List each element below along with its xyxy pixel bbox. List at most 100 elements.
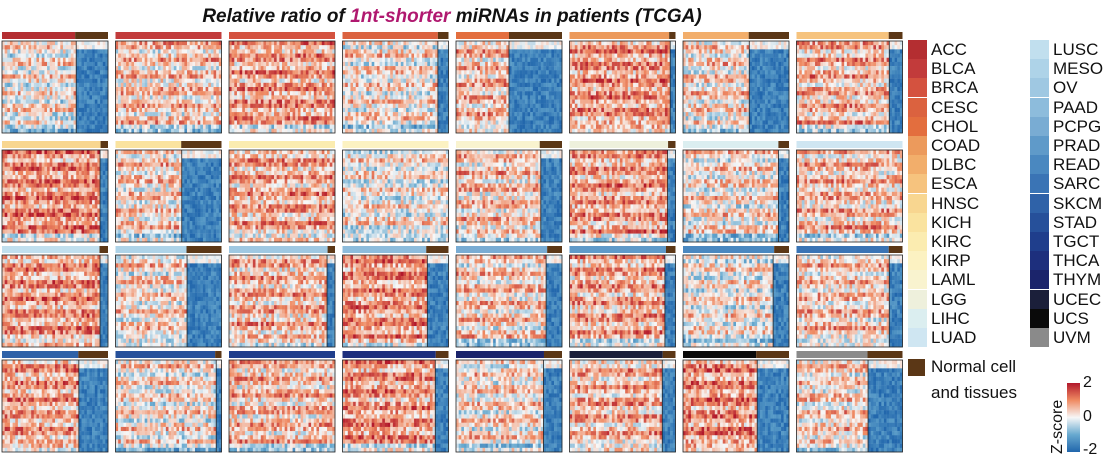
heatmap-cell	[577, 87, 581, 92]
heatmap-cell	[646, 91, 650, 96]
heatmap-cell	[160, 120, 164, 125]
heatmap-cell	[485, 78, 488, 84]
heatmap-cell	[144, 41, 148, 46]
heatmap-cell	[234, 74, 238, 79]
heatmap-cell	[311, 120, 314, 125]
heatmap-cell	[662, 53, 666, 58]
heatmap-cell	[36, 124, 40, 130]
heatmap-cell	[363, 61, 367, 67]
heatmap-cell	[284, 112, 288, 117]
chart-title: Relative ratio of 1nt-shorter miRNAs in …	[0, 6, 904, 28]
heatmap-cell	[195, 49, 198, 54]
heatmap-cell	[287, 74, 291, 79]
heatmap-cell	[47, 91, 50, 96]
heatmap-cell	[25, 87, 29, 92]
heatmap-cell	[414, 116, 417, 121]
heatmap-cell	[20, 78, 24, 84]
heatmap-cell	[131, 49, 135, 54]
heatmap-cell	[131, 74, 135, 79]
heatmap-cell	[89, 120, 93, 125]
heatmap-cell	[582, 66, 586, 71]
heatmap-cell	[487, 120, 491, 125]
heatmap-cell	[250, 107, 254, 113]
heatmap-cell	[200, 78, 204, 84]
heatmap-cell	[498, 91, 502, 96]
heatmap-cell	[443, 95, 447, 100]
heatmap-cell	[55, 128, 58, 134]
heatmap-cell	[498, 61, 502, 67]
heatmap-cell	[390, 120, 394, 125]
heatmap-cell	[62, 49, 66, 54]
heatmap-cell	[147, 91, 151, 96]
heatmap-cell	[118, 70, 121, 75]
heatmap-cell	[654, 53, 658, 58]
heatmap-cell	[195, 91, 198, 96]
heatmap-cell	[485, 116, 488, 121]
heatmap-cell	[358, 103, 362, 109]
heatmap-cell	[4, 53, 8, 58]
heatmap-cell	[102, 78, 106, 84]
heatmap-cell	[55, 82, 58, 88]
heatmap-cell	[308, 99, 312, 104]
heatmap-cell	[62, 103, 66, 109]
heatmap-cell	[23, 82, 27, 88]
heatmap-cell	[311, 61, 314, 67]
heatmap-cell	[192, 128, 196, 134]
heatmap-cell	[94, 53, 98, 58]
heatmap-cell	[319, 57, 322, 63]
heatmap-cell	[62, 91, 66, 96]
heatmap-cell	[9, 49, 13, 54]
heatmap-cell	[94, 95, 98, 100]
heatmap-cell	[353, 57, 356, 63]
heatmap-cell	[398, 107, 401, 113]
heatmap-cell	[514, 61, 518, 67]
heatmap-cell	[279, 82, 283, 88]
heatmap-cell	[205, 116, 209, 121]
heatmap-cell	[316, 53, 320, 58]
heatmap-cell	[350, 53, 354, 58]
heatmap-cell	[611, 95, 615, 100]
heatmap-cell	[303, 78, 307, 84]
heatmap-cell	[514, 70, 518, 75]
heatmap-cell	[509, 53, 512, 58]
heatmap-cell	[2, 112, 5, 117]
heatmap-cell	[168, 78, 172, 84]
heatmap-cell	[57, 124, 61, 130]
heatmap-cell	[672, 49, 676, 54]
heatmap-cell	[540, 128, 544, 134]
heatmap-cell	[181, 99, 185, 104]
heatmap-cell	[282, 107, 285, 113]
heatmap-cell	[97, 95, 101, 100]
heatmap-cell	[149, 61, 153, 67]
heatmap-cell	[598, 45, 602, 50]
heatmap-cell	[551, 57, 555, 63]
heatmap-cell	[20, 87, 24, 92]
heatmap-cell	[363, 120, 367, 125]
heatmap-cell	[49, 78, 53, 84]
heatmap-cell	[163, 82, 167, 88]
heatmap-cell	[4, 66, 8, 71]
heatmap-cell	[363, 95, 367, 100]
heatmap-cell	[68, 82, 72, 88]
heatmap-cell	[614, 74, 618, 79]
heatmap-cell	[332, 53, 336, 58]
heatmap-cell	[651, 78, 655, 84]
heatmap-cell	[316, 74, 320, 79]
heatmap-cell	[271, 66, 275, 71]
heatmap-cell	[424, 91, 428, 96]
heatmap-cell	[187, 41, 190, 46]
heatmap-cell	[165, 57, 169, 63]
heatmap-cell	[218, 74, 222, 79]
heatmap-cell	[300, 95, 304, 100]
heatmap-cell	[551, 128, 555, 134]
heatmap-cell	[147, 128, 151, 134]
heatmap-cell	[598, 66, 602, 71]
heatmap-cell	[490, 66, 494, 71]
heatmap-cell	[559, 45, 563, 50]
heatmap-cell	[155, 41, 159, 46]
heatmap-cell	[250, 66, 254, 71]
heatmap-cell	[81, 41, 85, 46]
heatmap-cell	[572, 45, 575, 50]
heatmap-cell	[23, 95, 27, 100]
heatmap-cell	[57, 41, 61, 46]
